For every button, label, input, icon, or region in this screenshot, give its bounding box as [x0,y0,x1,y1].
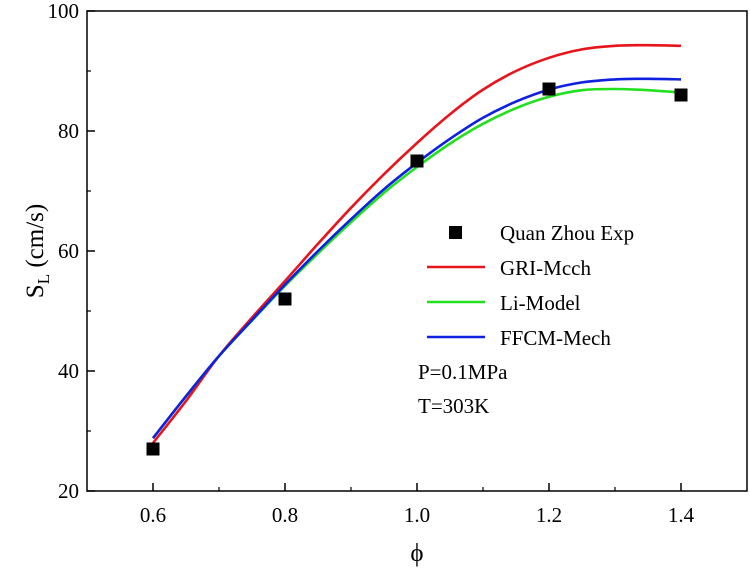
experiment-point [146,442,160,456]
annotation-text: P=0.1MPa [418,360,508,384]
experiment-point [278,292,292,306]
y-axis-title-units: (cm/s) [22,204,49,274]
experiment-points [146,82,688,456]
x-tick-label: 1.2 [536,503,562,527]
y-axis-title-subscript: L [34,274,53,284]
axes: 0.6 0.8 1.0 1.2 1.4 20 40 60 80 100 [48,0,695,527]
x-tick-label: 1.0 [404,503,430,527]
y-tick-label: 40 [58,359,79,383]
legend-label: GRI-Mcch [500,256,591,280]
experiment-point [542,82,556,96]
annotation-text: T=303K [418,394,489,418]
y-axis-title: SL (cm/s) [22,204,53,298]
x-tick-label: 0.6 [140,503,166,527]
experiment-point [410,154,424,168]
legend: Quan Zhou Exp GRI-Mcch Li-Model FFCM-Mech P=… [418,221,634,418]
series-line-ffcm-mech [151,77,682,440]
legend-label: Quan Zhou Exp [500,221,634,245]
x-tick-label: 1.4 [668,503,695,527]
y-tick-label: 80 [58,119,79,143]
x-tick-label: 0.8 [272,503,298,527]
y-axis-title-main: S [22,284,49,298]
y-tick-label: 100 [48,0,80,23]
y-tick-label: 20 [58,479,79,503]
x-axis-title: ϕ [410,540,423,567]
experiment-point [674,88,688,102]
legend-marker-experiment [449,226,462,239]
plot-frame [86,10,748,492]
legend-label: FFCM-Mech [500,326,611,350]
legend-label: Li-Model [500,291,581,315]
y-tick-label: 60 [58,239,79,263]
